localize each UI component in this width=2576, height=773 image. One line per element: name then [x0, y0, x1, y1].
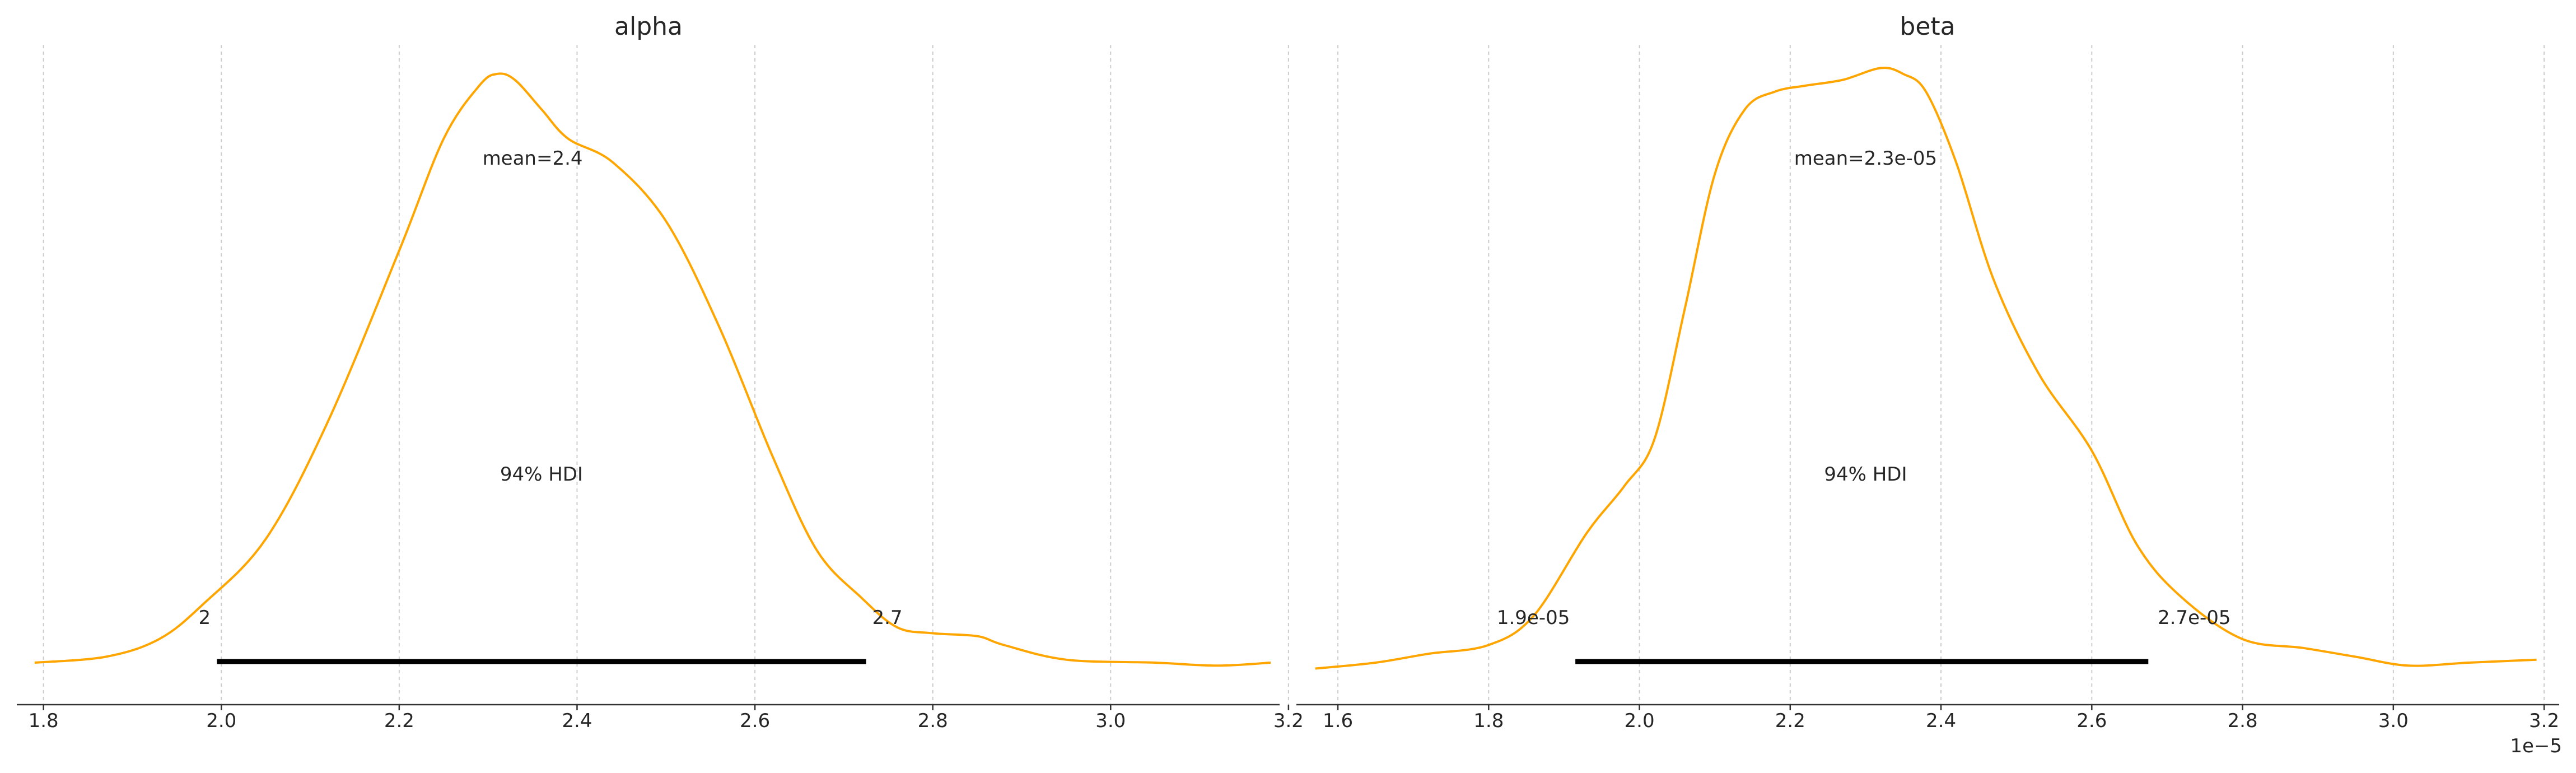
beta-tick-label: 2.4	[1926, 710, 1956, 732]
beta-density-curve	[1315, 67, 2537, 670]
alpha-panel: alpha 1.8 2.0 2.2 2.4 2.6 2.8 3.0 3.2 mean=2.4 …	[17, 12, 1304, 732]
beta-tick-label: 2.2	[1775, 710, 1805, 732]
beta-hdi-low-label: 1.9e-05	[1497, 607, 1570, 629]
beta-tick-label: 2.8	[2228, 710, 2258, 732]
beta-scale-label: 1e−5	[2510, 735, 2562, 757]
beta-tick-label: 2.6	[2076, 710, 2107, 732]
alpha-tick-label: 2.4	[562, 710, 592, 732]
alpha-hdi-low-label: 2	[198, 607, 211, 629]
beta-grid	[1337, 45, 2545, 705]
alpha-hdi-high-label: 2.7	[872, 607, 903, 629]
alpha-hdi-label: 94% HDI	[500, 463, 583, 486]
alpha-grid	[43, 45, 1289, 705]
beta-tick-label: 2.0	[1625, 710, 1655, 732]
beta-x-ticks: 1.6 1.8 2.0 2.2 2.4 2.6 2.8 3.0 3.2	[1323, 705, 2559, 732]
alpha-tick-label: 2.6	[740, 710, 770, 732]
beta-tick-label: 1.8	[1473, 710, 1504, 732]
beta-tick-label: 3.0	[2378, 710, 2409, 732]
alpha-tick-label: 1.8	[29, 710, 59, 732]
beta-mean-label: mean=2.3e-05	[1794, 147, 1937, 170]
alpha-tick-label: 3.0	[1095, 710, 1126, 732]
beta-tick-label: 3.2	[2529, 710, 2559, 732]
alpha-tick-label: 2.2	[384, 710, 414, 732]
alpha-title: alpha	[614, 12, 683, 41]
alpha-density-curve	[34, 72, 1271, 667]
alpha-tick-label: 2.0	[206, 710, 236, 732]
beta-panel: beta 1.6 1.8 2.0 2.2 2.4 2.6 2.8 3.0 3.2 mean=2.…	[1296, 12, 2562, 757]
beta-tick-label: 1.6	[1323, 710, 1353, 732]
alpha-x-ticks: 1.8 2.0 2.2 2.4 2.6 2.8 3.0 3.2	[29, 705, 1304, 732]
alpha-tick-label: 2.8	[918, 710, 948, 732]
beta-hdi-label: 94% HDI	[1824, 463, 1907, 486]
beta-hdi-high-label: 2.7e-05	[2158, 607, 2231, 629]
alpha-mean-label: mean=2.4	[483, 147, 583, 170]
beta-title: beta	[1900, 12, 1955, 41]
alpha-tick-label: 3.2	[1273, 710, 1304, 732]
